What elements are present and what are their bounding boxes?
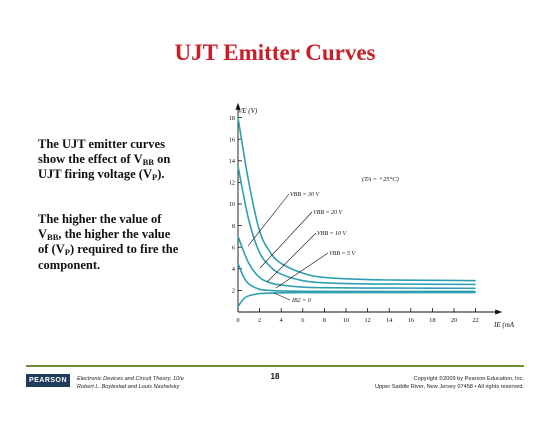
page-number: 18 (270, 372, 280, 381)
x-tick-label: 16 (408, 317, 414, 324)
y-tick-label: 14 (229, 158, 235, 165)
label-ib2-zero: IB2 = 0 (291, 298, 311, 304)
y-tick-label: 6 (232, 244, 235, 251)
x-tick-label: 8 (323, 317, 326, 324)
y-axis-label: VE (V) (238, 107, 258, 115)
para2-line1: The higher the value of (38, 212, 162, 226)
label-vbb-5: VBB = 5 V (329, 251, 357, 257)
para2-line3: of (VP) required to fire the (38, 242, 179, 258)
x-tick-label: 14 (386, 317, 392, 324)
x-tick-label: 6 (301, 317, 304, 324)
curve-ib2-0 (237, 291, 476, 308)
chart-curves (237, 117, 476, 308)
para2-line2: VBB, the higher the value (38, 227, 171, 243)
paragraph-emitter-curves: The UJT emitter curves show the effect o… (38, 137, 208, 183)
label-vbb-20: VBB = 20 V (313, 210, 344, 216)
temperature-condition: (TA = +25°C) (362, 176, 399, 183)
curve-vbb-5-v (237, 263, 476, 293)
x-tick-label: 2 (258, 317, 261, 324)
curve-vbb-30-v (237, 117, 476, 282)
leader-vbb-30 (247, 193, 290, 247)
curve-vbb-20-v (237, 166, 476, 286)
y-tick-label: 10 (229, 201, 235, 208)
chart-axes: 2 4 6 8 10 12 14 16 18 0 2 4 6 8 10 12 14 16 18 20 22 (229, 102, 503, 324)
leader-vbb-10 (266, 232, 317, 283)
leader-ib2 (273, 292, 291, 301)
footer-divider (26, 365, 524, 367)
paragraph-higher-vbb: The higher the value of VBB, the higher … (38, 212, 208, 273)
x-tick-label: 18 (429, 317, 435, 324)
chart-leader-lines (247, 193, 329, 301)
x-tick-label: 0 (236, 317, 239, 324)
y-tick-label: 4 (232, 266, 235, 273)
x-tick-label: 20 (451, 317, 457, 324)
x-tick-label: 12 (365, 317, 371, 324)
para1-line2: show the effect of VBB on (38, 152, 171, 168)
footer-book-info: Electronic Devices and Circuit Theory, 1… (77, 376, 184, 391)
curve-vbb-10-v (237, 236, 476, 290)
leader-vbb-20 (259, 211, 313, 269)
label-vbb-10: VBB = 10 V (317, 231, 348, 237)
y-tick-label: 18 (229, 115, 235, 122)
ujt-emitter-chart: 2 4 6 8 10 12 14 16 18 0 2 4 6 8 10 12 14 16 18 20 22 VE (V)… (229, 102, 515, 329)
footer-copyright: Copyright ©2009 by Pearson Education, In… (375, 376, 524, 391)
y-tick-label: 16 (229, 136, 235, 143)
x-axis-arrow (495, 309, 503, 315)
pearson-logo: PEARSON (26, 374, 70, 387)
label-vbb-30: VBB = 30 V (290, 192, 321, 198)
book-title: Electronic Devices and Circuit Theory, 1… (77, 376, 184, 382)
para1-line1: The UJT emitter curves (38, 137, 165, 151)
y-tick-label: 12 (229, 180, 235, 187)
x-tick-label: 4 (280, 317, 283, 324)
y-axis-arrow (235, 102, 241, 110)
leader-vbb-5 (275, 252, 329, 289)
x-axis-label: IE (mA (493, 321, 515, 329)
copyright-line: Copyright ©2009 by Pearson Education, In… (413, 376, 524, 382)
book-authors: Robert L. Boylestad and Louis Nashelsky (77, 383, 180, 390)
y-tick-label: 2 (232, 288, 235, 295)
x-tick-label: 22 (473, 317, 479, 324)
x-tick-label: 10 (343, 317, 349, 324)
rights-line: Upper Saddle River, New Jersey 07458 • A… (374, 383, 524, 390)
slide-title: UJT Emitter Curves (174, 40, 376, 65)
para1-line3: UJT firing voltage (VP). (38, 167, 165, 183)
y-tick-label: 8 (232, 223, 235, 230)
para2-line4: component. (38, 257, 101, 272)
